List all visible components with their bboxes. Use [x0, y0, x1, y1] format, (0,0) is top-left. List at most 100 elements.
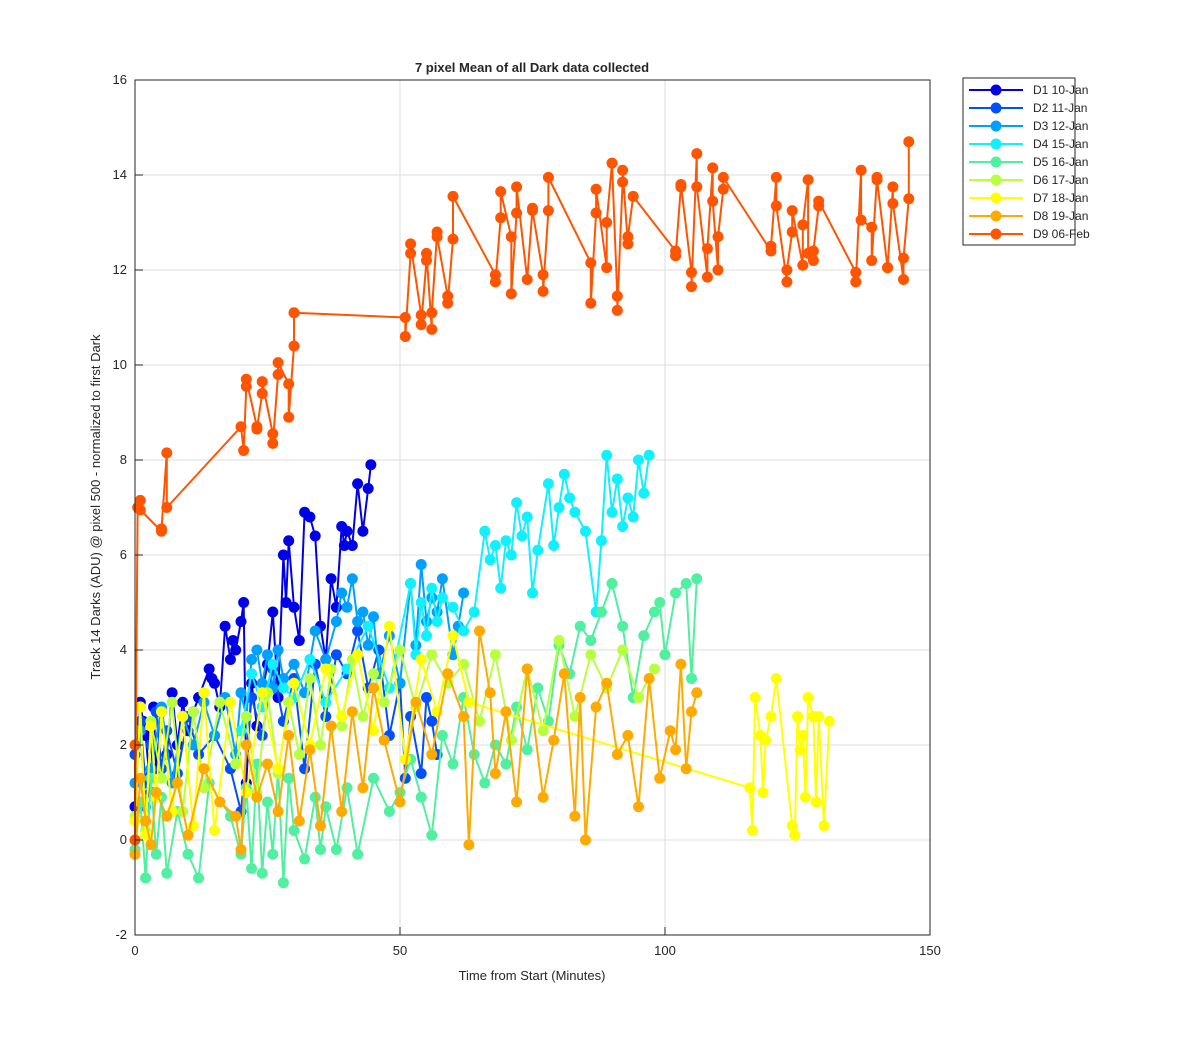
data-point [712, 264, 724, 276]
data-point [495, 212, 507, 224]
data-point [405, 238, 417, 250]
data-point [595, 606, 607, 618]
y-tick-label: 14 [113, 167, 127, 182]
data-point [617, 620, 629, 632]
data-point [399, 331, 411, 342]
legend-marker [990, 102, 1002, 114]
data-point [765, 711, 777, 722]
data-point [585, 635, 597, 646]
data-point [140, 815, 152, 827]
data-point [585, 649, 597, 661]
data-point [781, 276, 793, 288]
legend-marker [990, 174, 1002, 186]
x-tick-label: 100 [654, 943, 676, 958]
data-point [691, 148, 703, 160]
legend-label: D3 12-Jan [1033, 119, 1088, 133]
data-point [601, 262, 613, 274]
data-point [866, 255, 878, 266]
data-point [267, 606, 279, 618]
data-point [786, 205, 798, 217]
data-point [240, 711, 252, 722]
data-point [712, 231, 724, 243]
legend-marker [990, 228, 1002, 240]
data-point [421, 630, 432, 642]
data-point [161, 867, 173, 879]
data-point [156, 706, 167, 718]
data-point [352, 625, 364, 637]
y-tick-label: 4 [120, 642, 127, 657]
data-point [203, 663, 215, 675]
y-tick-label: 0 [120, 832, 127, 847]
data-point [436, 573, 448, 585]
data-point [240, 787, 252, 798]
data-point [150, 848, 162, 860]
data-point [383, 806, 395, 817]
data-point [182, 848, 194, 860]
data-point [511, 207, 523, 219]
data-point [134, 504, 146, 516]
y-tick-label: 12 [113, 262, 127, 277]
data-point [177, 711, 189, 722]
data-point [267, 848, 279, 860]
data-point [553, 502, 565, 513]
data-point [415, 597, 427, 608]
data-point [823, 715, 835, 727]
data-point [765, 240, 777, 252]
data-point [272, 806, 284, 817]
data-point [590, 207, 602, 219]
data-point [283, 535, 295, 547]
y-tick-label: 16 [113, 72, 127, 87]
data-point [431, 616, 443, 627]
data-point [283, 378, 295, 390]
data-point [601, 449, 613, 461]
data-point [193, 872, 205, 884]
data-point [399, 312, 411, 323]
data-point [648, 606, 660, 618]
data-point [611, 304, 623, 316]
data-point [405, 578, 417, 589]
data-point [272, 357, 284, 369]
data-point [757, 787, 769, 798]
data-point [277, 877, 289, 889]
data-point [786, 226, 798, 238]
data-point [818, 820, 830, 832]
data-point [325, 720, 337, 732]
data-point [707, 162, 719, 174]
data-point [288, 677, 300, 689]
data-point [272, 644, 284, 656]
data-point [479, 525, 491, 537]
plot-area [135, 80, 930, 935]
data-point [686, 673, 697, 684]
data-point [368, 682, 379, 694]
data-point [293, 635, 305, 646]
legend-label: D8 19-Jan [1033, 209, 1088, 223]
data-point [643, 673, 655, 684]
data-point [717, 171, 729, 183]
data-point [648, 663, 660, 675]
data-point [580, 834, 591, 846]
data-point [171, 777, 183, 789]
data-point [489, 649, 501, 661]
data-point [415, 559, 427, 570]
data-point [527, 587, 538, 599]
data-point [246, 863, 258, 874]
data-point [458, 587, 470, 599]
data-point [309, 625, 321, 637]
data-point [341, 601, 353, 613]
data-point [336, 720, 348, 732]
data-point [330, 649, 342, 661]
data-point [463, 839, 475, 851]
data-point [617, 164, 629, 176]
data-point [495, 186, 507, 198]
data-point [383, 620, 395, 632]
data-point [251, 644, 263, 656]
data-point [341, 525, 353, 537]
data-point [283, 411, 295, 423]
data-point [378, 696, 390, 708]
data-point [426, 323, 438, 335]
data-point [871, 174, 883, 186]
data-point [447, 190, 459, 202]
data-point [500, 706, 512, 718]
data-point [537, 791, 549, 803]
data-point [415, 768, 427, 779]
